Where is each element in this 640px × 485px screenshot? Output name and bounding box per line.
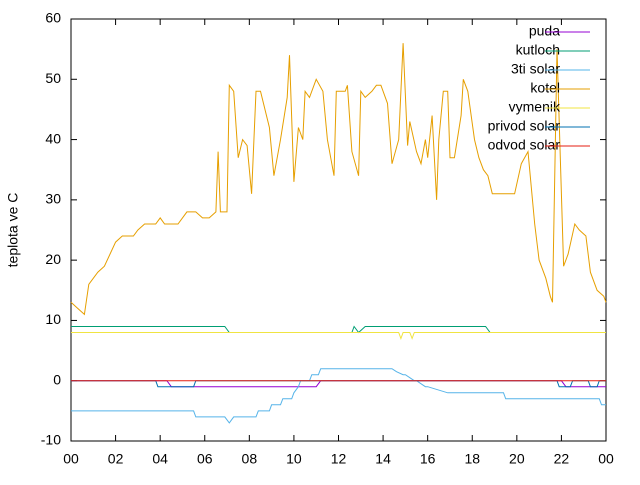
legend-label: vymenik (509, 99, 561, 115)
x-tick-label: 10 (286, 451, 302, 467)
y-axis-label: teplota ve C (5, 193, 21, 268)
x-tick-label: 14 (375, 451, 391, 467)
y-tick-label: 60 (45, 10, 61, 26)
series-line (71, 332, 606, 340)
legend-label: kutloch (516, 42, 560, 58)
y-tick-label: 50 (45, 70, 61, 86)
y-tick-label: 40 (45, 130, 61, 146)
x-tick-label: 02 (108, 451, 124, 467)
legend-label: privod solar (488, 118, 561, 134)
series-line (71, 368, 606, 424)
x-tick-label: 06 (197, 451, 213, 467)
series-line (71, 380, 606, 388)
x-tick-label: 18 (464, 451, 480, 467)
x-tick-label: 16 (420, 451, 436, 467)
legend-label: kotel (530, 80, 560, 96)
y-tick-label: 0 (53, 371, 61, 387)
x-tick-label: 22 (554, 451, 570, 467)
x-tick-label: 00 (63, 451, 79, 467)
y-tick-label: 20 (45, 251, 61, 267)
x-tick-label: 12 (331, 451, 347, 467)
y-tick-label: 10 (45, 311, 61, 327)
x-tick-label: 00 (598, 451, 614, 467)
x-tick-label: 04 (152, 451, 168, 467)
series-line (70, 43, 607, 316)
legend-label: 3ti solar (511, 61, 560, 77)
series-line (71, 325, 606, 334)
x-tick-label: 08 (242, 451, 258, 467)
legend-label: puda (529, 23, 560, 39)
x-tick-label: 20 (509, 451, 525, 467)
y-tick-label: -10 (41, 432, 61, 448)
y-tick-label: 30 (45, 191, 61, 207)
plot-frame (70, 18, 607, 442)
legend-label: odvod solar (488, 137, 561, 153)
series-line (71, 380, 606, 388)
